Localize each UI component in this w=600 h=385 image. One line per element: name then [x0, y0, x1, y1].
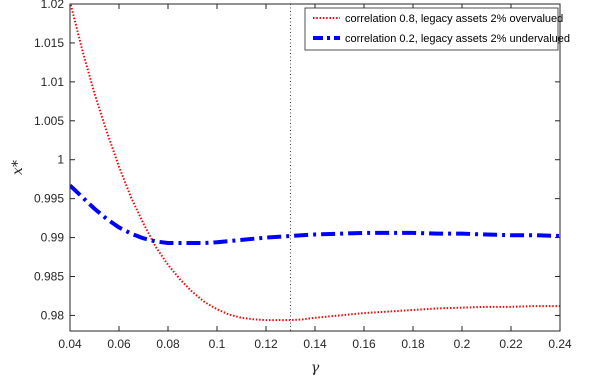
- x-tick-label: 0.24: [548, 337, 572, 351]
- x-tick-label: 0.04: [58, 337, 82, 351]
- y-tick-label: 1.02: [41, 0, 65, 11]
- y-tick-label: 0.99: [41, 231, 65, 245]
- legend-label-undervalued: correlation 0.2, legacy assets 2% underv…: [345, 33, 570, 45]
- y-tick-label: 0.98: [41, 308, 65, 322]
- series-line-1: [70, 183, 560, 246]
- x-tick-label: 0.12: [254, 337, 278, 351]
- x-tick-label: 0.14: [303, 337, 327, 351]
- x-tick-label: 0.06: [107, 337, 131, 351]
- y-tick-label: 1: [57, 153, 64, 167]
- y-tick-label: 1.015: [34, 36, 64, 50]
- legend-label-overvalued: correlation 0.8, legacy assets 2% overva…: [345, 13, 563, 25]
- axis-ticks: 0.04 0.06 0.08 0.1 0.12 0.14 0.16 0.18 0.2 0.22 0.…: [34, 0, 572, 351]
- x-tick-label: 0.16: [352, 337, 376, 351]
- series-line-0: [70, 4, 560, 322]
- legend-box: [304, 7, 559, 51]
- y-tick-label: 0.995: [34, 192, 64, 206]
- y-tick-label: 0.985: [34, 270, 64, 284]
- x-tick-label: 0.22: [499, 337, 523, 351]
- y-tick-label: 1.01: [41, 75, 65, 89]
- legend: correlation 0.8, legacy assets 2% overva…: [304, 7, 570, 51]
- x-tick-label: 0.1: [209, 337, 226, 351]
- series-lines: [70, 4, 560, 322]
- x-tick-label: 0.08: [156, 337, 180, 351]
- x-axis-label: γ: [311, 360, 320, 376]
- plot-frame: [69, 3, 561, 332]
- x-tick-label: 0.18: [401, 337, 425, 351]
- x-tick-label: 0.2: [454, 337, 471, 351]
- y-axis-label: x*: [10, 160, 26, 175]
- y-tick-label: 1.005: [34, 114, 64, 128]
